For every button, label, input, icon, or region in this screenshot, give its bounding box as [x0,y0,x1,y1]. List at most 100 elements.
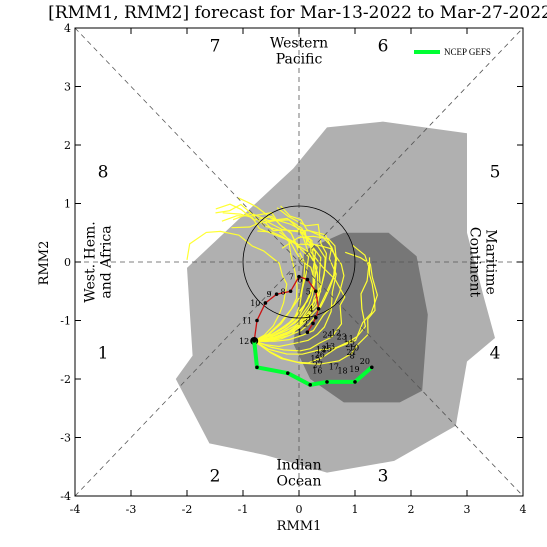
legend: NCEP GEFS [414,47,491,57]
x-tick-label: 2 [408,503,415,516]
phase-number: 1 [98,344,109,364]
observed-point [314,289,318,294]
x-tick-label: 4 [520,503,527,516]
y-tick-label: 4 [64,22,71,35]
observed-point [255,318,259,323]
x-tick-label: 1 [352,503,359,516]
ensemble-member-line [215,203,306,342]
ensemble-mean-point [325,380,329,384]
observed-point [288,289,293,294]
ensemble-member-line [254,235,338,342]
phase-number: 2 [210,467,221,487]
observed-point [263,301,268,305]
region-label-left-line: and Africa [99,225,115,298]
legend-label: NCEP GEFS [444,47,491,57]
observed-point [311,321,315,326]
forecast-day-label: 8 [350,352,355,361]
ensemble-member-line [254,230,316,342]
forecast-day-label: 13 [325,342,335,351]
forecast-day-label: 16 [312,366,322,375]
x-tick-label: -1 [238,503,249,516]
phase-number: 3 [378,467,389,487]
ensemble-member-line [221,212,310,342]
region-label-top-line: Western [270,36,328,52]
observed-point-label: 3 [306,314,311,323]
y-tick-label: 0 [64,256,71,269]
observed-point-label: 8 [281,287,286,296]
observed-point-label: 1 [297,328,302,337]
chart-title: [RMM1, RMM2] forecast for Mar-13-2022 to… [48,3,547,23]
observed-point [316,307,321,311]
x-tick-label: 0 [296,503,303,516]
unit-circle [242,205,356,319]
observed-point [274,292,279,296]
phase-number: 5 [490,162,501,182]
y-tick-label: -1 [60,315,71,328]
forecast-day-label: 22 [345,340,355,349]
observed-point [305,330,310,335]
forecast-day-label: 17 [329,363,339,372]
ensemble-mean-point [286,371,290,375]
x-tick-label: -3 [126,503,137,516]
phase-number: 6 [378,37,389,57]
forecast-day-label: 20 [360,357,370,366]
forecast-day-label: 18 [337,367,347,376]
phase-number: 8 [98,162,109,182]
ensemble-spread-layer [175,121,496,473]
y-axis-label: RMM2 [37,241,52,286]
phase-numbers-layer: 7 68 51 42 3 [98,37,501,487]
forecast-day-label: 10 [349,343,359,352]
observed-point-label: 6 [297,276,302,285]
region-label-bottom-line: Ocean [277,474,322,490]
forecast-day-label: 12 [331,329,341,338]
y-tick-label: -3 [60,432,71,445]
observed-point-label: 9 [267,290,272,299]
phase-number: 7 [210,37,221,57]
ensemble-member-line [254,230,337,348]
y-tick-label: 1 [64,198,71,211]
observed-point-label: 2 [303,319,308,328]
region-label-left-line: West. Hem. [83,221,99,302]
forecast-day-label: 15 [310,355,320,364]
spread-inner [293,232,428,403]
y-tick-label: 2 [64,139,71,152]
forecast-day-label: 11 [344,334,354,343]
observed-point-label: 5 [306,287,311,296]
ensemble-mean-point [353,380,357,384]
forecast-day-label: 21 [346,348,356,357]
forecast-day-label: 24 [323,330,333,339]
x-tick-label: 3 [464,503,471,516]
ensemble-mean-point [255,365,259,370]
x-axis-label: RMM1 [277,519,322,534]
y-tick-label: -2 [60,373,71,386]
forecast-day-label: 25 [322,345,332,354]
forecast-day-label: 23 [337,333,347,342]
ensemble-mean-point [370,365,374,370]
phase-guides-layer [74,27,524,497]
observed-point [305,277,310,282]
observed-point-label: 7 [289,273,294,282]
ensemble-mean-point [252,339,256,343]
ensemble-mean-point [308,383,313,387]
observed-point [314,315,318,320]
ensemble-member-line [253,251,379,364]
observed-point [297,274,301,279]
x-tick-label: -2 [182,503,193,516]
observed-point-label: 12 [239,337,249,346]
ensemble-member-line [254,219,316,342]
ensemble-member-line [254,231,345,342]
observed-point-label: 10 [250,299,260,308]
ensemble-members-layer [186,197,379,365]
forecast-day-label: 14 [316,346,326,355]
region-label-right-line: Maritime [483,229,499,295]
forecast-day-label: 26 [315,350,325,359]
forecast-day-label: 19 [349,365,359,374]
